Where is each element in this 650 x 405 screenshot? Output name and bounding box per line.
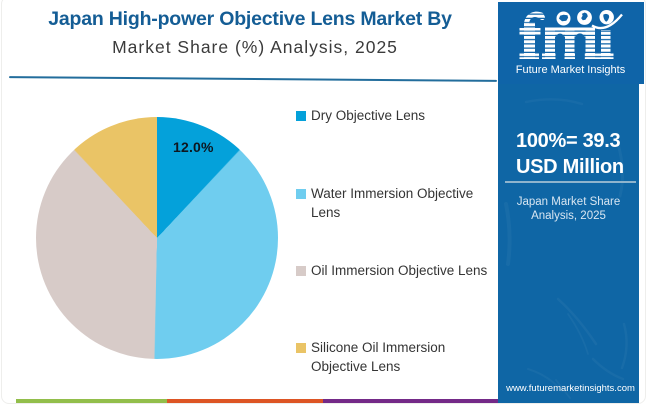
svg-text:Future Market Insights: Future Market Insights — [515, 64, 625, 76]
